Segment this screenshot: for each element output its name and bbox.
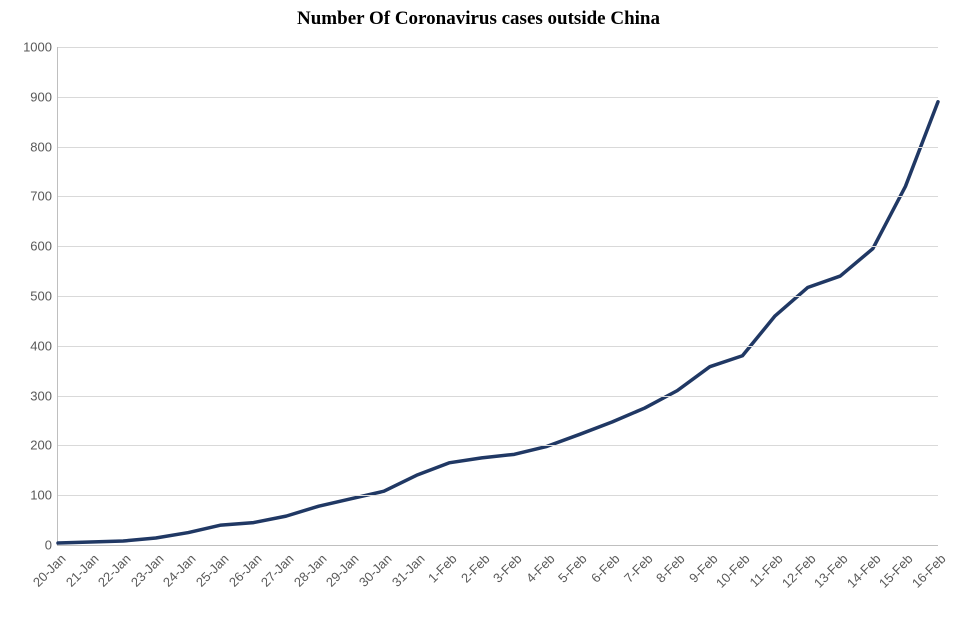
x-tick-label: 22-Jan xyxy=(95,551,134,590)
x-tick-label: 3-Feb xyxy=(490,551,525,586)
y-tick-label: 0 xyxy=(45,538,58,553)
y-tick-label: 300 xyxy=(30,388,58,403)
grid-line xyxy=(58,196,938,197)
y-tick-label: 700 xyxy=(30,189,58,204)
x-tick-label: 29-Jan xyxy=(323,551,362,590)
plot-area: 0100200300400500600700800900100020-Jan21… xyxy=(57,47,938,546)
x-tick-label: 5-Feb xyxy=(555,551,590,586)
x-tick-label: 4-Feb xyxy=(523,551,558,586)
x-tick-label: 11-Feb xyxy=(747,551,786,590)
y-tick-label: 200 xyxy=(30,438,58,453)
grid-line xyxy=(58,246,938,247)
chart-title: Number Of Coronavirus cases outside Chin… xyxy=(0,8,957,30)
x-tick-label: 25-Jan xyxy=(193,551,232,590)
x-tick-label: 13-Feb xyxy=(811,551,851,591)
chart-container: Number Of Coronavirus cases outside Chin… xyxy=(0,0,957,626)
x-tick-label: 7-Feb xyxy=(621,551,656,586)
y-tick-label: 600 xyxy=(30,239,58,254)
y-tick-label: 900 xyxy=(30,89,58,104)
y-tick-label: 500 xyxy=(30,289,58,304)
x-tick-label: 28-Jan xyxy=(291,551,330,590)
grid-line xyxy=(58,445,938,446)
x-tick-label: 1-Feb xyxy=(425,551,460,586)
grid-line xyxy=(58,147,938,148)
x-tick-label: 6-Feb xyxy=(588,551,623,586)
grid-line xyxy=(58,346,938,347)
x-tick-label: 31-Jan xyxy=(388,551,427,590)
data-line xyxy=(58,102,938,543)
x-tick-label: 27-Jan xyxy=(258,551,297,590)
x-tick-label: 10-Feb xyxy=(713,551,753,591)
y-tick-label: 800 xyxy=(30,139,58,154)
x-tick-label: 24-Jan xyxy=(160,551,199,590)
y-tick-label: 400 xyxy=(30,338,58,353)
x-tick-label: 14-Feb xyxy=(844,551,884,591)
x-tick-label: 8-Feb xyxy=(653,551,688,586)
x-tick-label: 2-Feb xyxy=(458,551,493,586)
x-tick-label: 20-Jan xyxy=(30,551,69,590)
x-tick-label: 23-Jan xyxy=(128,551,167,590)
y-tick-label: 100 xyxy=(30,488,58,503)
x-tick-label: 12-Feb xyxy=(778,551,818,591)
y-tick-label: 1000 xyxy=(23,40,58,55)
x-tick-label: 15-Feb xyxy=(876,551,916,591)
x-tick-label: 26-Jan xyxy=(225,551,264,590)
x-tick-label: 21-Jan xyxy=(62,551,101,590)
grid-line xyxy=(58,97,938,98)
grid-line xyxy=(58,47,938,48)
grid-line xyxy=(58,296,938,297)
x-tick-label: 16-Feb xyxy=(909,551,949,591)
x-tick-label: 30-Jan xyxy=(356,551,395,590)
grid-line xyxy=(58,495,938,496)
grid-line xyxy=(58,396,938,397)
